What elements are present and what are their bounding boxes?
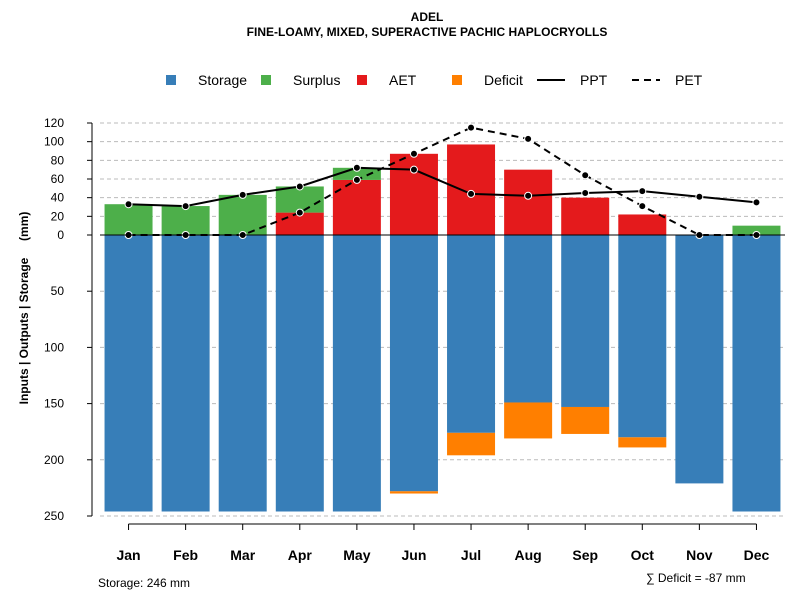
ppt-point: [295, 182, 304, 191]
x-tick-label: Mar: [230, 547, 255, 563]
y-tick-label: 50: [51, 284, 65, 298]
storage-bar: [332, 235, 381, 512]
storage-bar: [161, 235, 210, 512]
chart-title: ADEL: [411, 10, 444, 24]
legend-surplus-label: Surplus: [293, 72, 340, 88]
surplus-bar: [104, 204, 153, 235]
storage-bar: [447, 235, 496, 433]
axes: 0 20 40 60 80 100 120 50 100 150 200 250 Jan Feb Mar Ap…: [44, 116, 785, 563]
deficit-bar: [447, 432, 496, 456]
gridlines: [100, 122, 785, 517]
y-tick-label: 100: [44, 135, 64, 149]
storage-bar: [389, 235, 438, 492]
pet-line: [128, 126, 757, 236]
legend-aet-swatch: [357, 75, 367, 85]
storage-bar: [504, 235, 553, 403]
surplus-bar: [732, 225, 781, 235]
storage-bar: [218, 235, 267, 512]
y-tick-label: 60: [51, 172, 65, 186]
pet-point: [295, 208, 304, 217]
pet-point: [409, 149, 418, 158]
x-tick-label: Feb: [173, 547, 198, 563]
ppt-point: [638, 187, 647, 196]
storage-bar: [561, 235, 610, 407]
legend-storage-swatch: [166, 75, 176, 85]
chart-subtitle: FINE-LOAMY, MIXED, SUPERACTIVE PACHIC HA…: [247, 25, 608, 39]
aet-bar: [447, 144, 496, 235]
ppt-point: [352, 163, 361, 172]
aet-bar: [618, 214, 667, 235]
x-tick-label: Oct: [631, 547, 655, 563]
storage-bar: [675, 235, 724, 484]
legend-surplus-swatch: [261, 75, 271, 85]
aet-bar: [504, 169, 553, 235]
ppt-point: [409, 165, 418, 174]
pet-point: [581, 171, 590, 180]
deficit-footer: ∑ Deficit = -87 mm: [646, 571, 746, 585]
x-tick-label: Jun: [402, 547, 427, 563]
lines: [124, 123, 761, 239]
legend-deficit-label: Deficit: [484, 72, 523, 88]
ppt-point: [524, 191, 533, 200]
storage-bar: [618, 235, 667, 438]
legend: Storage Surplus AET Deficit PPT PET: [166, 72, 703, 88]
y-tick-label: 80: [51, 153, 65, 167]
y-tick-label: 120: [44, 116, 64, 130]
x-tick-label: Dec: [744, 547, 770, 563]
y-axis-label: Inputs | Outputs | Storage (mm): [17, 212, 31, 405]
legend-storage-label: Storage: [198, 72, 247, 88]
y-tick-label: 20: [51, 209, 65, 223]
deficit-bar: [561, 406, 610, 434]
ppt-point: [181, 202, 190, 211]
x-tick-label: Apr: [288, 547, 313, 563]
storage-bar: [275, 235, 324, 512]
pet-point: [352, 175, 361, 184]
ppt-point: [238, 190, 247, 199]
legend-deficit-swatch: [452, 75, 462, 85]
storage-footer: Storage: 246 mm: [98, 576, 190, 590]
ppt-point: [695, 192, 704, 201]
y-tick-label: 150: [44, 397, 64, 411]
x-tick-label: Nov: [686, 547, 713, 563]
legend-aet-label: AET: [389, 72, 417, 88]
y-tick-label: 0: [57, 228, 64, 242]
bars: [104, 144, 781, 512]
y-tick-label: 100: [44, 340, 64, 354]
surplus-bar: [161, 206, 210, 235]
deficit-bar: [389, 491, 438, 494]
ppt-point: [467, 189, 476, 198]
pet-point: [638, 202, 647, 211]
ppt-point: [581, 189, 590, 197]
storage-bar: [104, 235, 153, 512]
ppt-point: [124, 200, 133, 209]
y-tick-label: 200: [44, 453, 64, 467]
x-tick-label: Jul: [461, 547, 481, 563]
ppt-line: [128, 166, 757, 208]
pet-point: [524, 134, 533, 143]
ppt-point: [752, 198, 761, 207]
surplus-bar: [275, 186, 324, 213]
deficit-bar: [618, 437, 667, 448]
y-tick-label: 40: [51, 191, 65, 205]
legend-pet-label: PET: [675, 72, 703, 88]
x-tick-label: May: [343, 547, 370, 563]
deficit-bar: [504, 402, 553, 439]
x-tick-label: Jan: [116, 547, 140, 563]
x-tick-label: Sep: [572, 547, 598, 563]
x-tick-label: Aug: [515, 547, 542, 563]
y-tick-label: 250: [44, 509, 64, 523]
storage-bar: [732, 235, 781, 512]
pet-point: [467, 123, 476, 132]
aet-bar: [332, 179, 381, 235]
legend-ppt-label: PPT: [580, 72, 608, 88]
aet-bar: [561, 197, 610, 235]
surplus-bar: [218, 194, 267, 235]
